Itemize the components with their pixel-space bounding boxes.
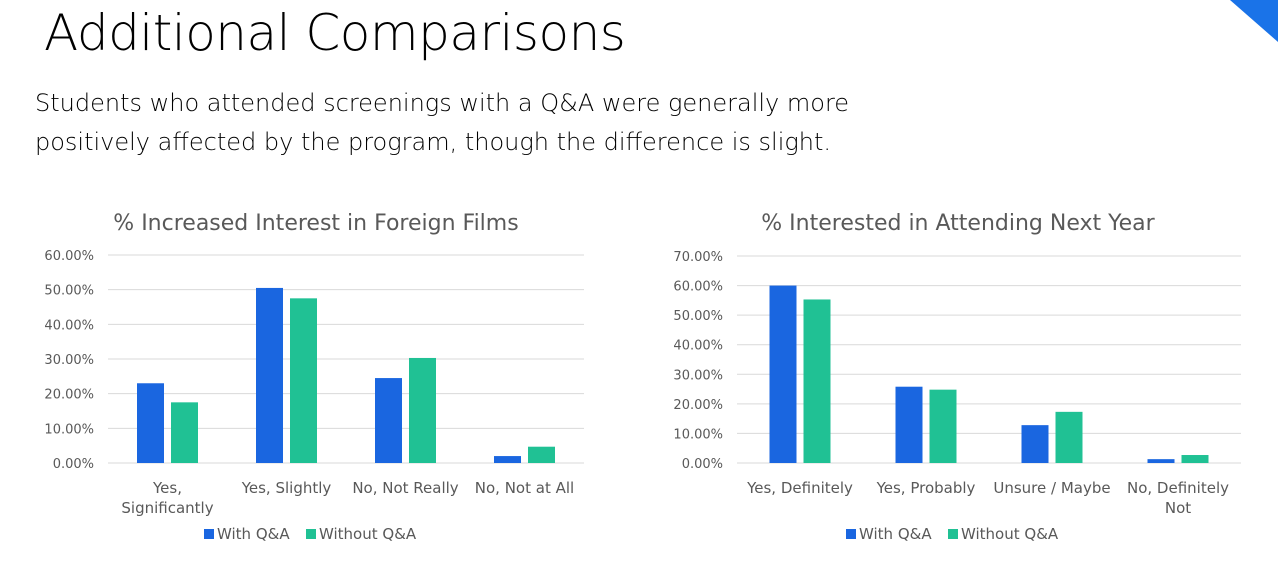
left-chart-bar-with-qa bbox=[137, 383, 164, 463]
right-chart-category-label: Yes, Probably bbox=[876, 479, 976, 497]
right-chart-y-tick-label: 70.00% bbox=[673, 250, 723, 265]
chart-attending-next-year: % Interested in Attending Next Year 0.00%… bbox=[673, 211, 1241, 543]
left-chart-category-label: Yes, Significantly bbox=[121, 479, 213, 517]
right-chart-y-tick-label: 0.00% bbox=[682, 457, 723, 472]
left-chart-bar-with-qa bbox=[375, 378, 402, 463]
right-chart-bar-with-qa bbox=[1021, 425, 1049, 463]
left-chart-category-label: Yes, Slightly bbox=[241, 479, 332, 497]
left-chart-y-tick-label: 60.00% bbox=[44, 249, 94, 264]
right-chart-y-tick-label: 30.00% bbox=[673, 368, 723, 383]
left-chart-bar-without-qa bbox=[290, 298, 317, 463]
right-chart-bar-with-qa bbox=[1147, 459, 1175, 463]
left-chart-y-tick-label: 40.00% bbox=[44, 318, 94, 333]
right-chart-bar-without-qa bbox=[929, 389, 957, 463]
left-chart-y-tick-label: 30.00% bbox=[44, 353, 94, 368]
left-chart-category-label: No, Not Really bbox=[352, 479, 458, 497]
right-chart-category-label: Unsure / Maybe bbox=[993, 479, 1110, 497]
right-chart-bar-with-qa bbox=[895, 386, 923, 463]
right-chart-y-tick-label: 60.00% bbox=[673, 280, 723, 295]
left-chart-legend-label: Without Q&A bbox=[319, 525, 417, 543]
left-chart-y-tick-label: 10.00% bbox=[44, 422, 94, 437]
right-chart-legend-swatch bbox=[948, 529, 958, 539]
right-chart-legend-label: With Q&A bbox=[859, 525, 932, 543]
slide-subtitle: Students who attended screenings with a … bbox=[35, 89, 850, 156]
left-chart-bar-with-qa bbox=[256, 287, 283, 463]
right-chart-bar-with-qa bbox=[769, 285, 797, 463]
slide-title: Additional Comparisons bbox=[44, 4, 626, 62]
right-chart-bar-without-qa bbox=[1055, 411, 1083, 463]
right-chart-legend-swatch bbox=[846, 529, 856, 539]
left-chart-bar-without-qa bbox=[171, 402, 198, 463]
right-chart-y-tick-label: 50.00% bbox=[673, 309, 723, 324]
left-chart-bar-without-qa bbox=[409, 357, 436, 463]
left-chart-y-tick-label: 0.00% bbox=[53, 457, 94, 472]
chart-foreign-films-interest: % Increased Interest in Foreign Films 0.0… bbox=[44, 211, 584, 543]
left-chart-y-tick-label: 50.00% bbox=[44, 284, 94, 299]
left-chart-legend-swatch bbox=[204, 529, 214, 539]
left-chart-bar-without-qa bbox=[528, 446, 555, 463]
left-chart-category-label: No, Not at All bbox=[475, 479, 574, 497]
right-chart-category-label: Yes, Definitely bbox=[746, 479, 853, 497]
right-chart-bar-without-qa bbox=[803, 299, 831, 463]
left-chart-title: % Increased Interest in Foreign Films bbox=[113, 211, 518, 236]
left-chart-bar-with-qa bbox=[494, 456, 521, 463]
left-chart-y-tick-label: 20.00% bbox=[44, 388, 94, 403]
right-chart-y-tick-label: 40.00% bbox=[673, 339, 723, 354]
right-chart-category-label: No, Definitely Not bbox=[1127, 479, 1229, 517]
right-chart-title: % Interested in Attending Next Year bbox=[761, 211, 1155, 236]
corner-accent bbox=[1230, 0, 1278, 42]
left-chart-legend-swatch bbox=[306, 529, 316, 539]
left-chart-legend-label: With Q&A bbox=[217, 525, 290, 543]
right-chart-bar-without-qa bbox=[1181, 455, 1209, 463]
right-chart-y-tick-label: 20.00% bbox=[673, 398, 723, 413]
right-chart-y-tick-label: 10.00% bbox=[673, 427, 723, 442]
right-chart-legend-label: Without Q&A bbox=[961, 525, 1059, 543]
